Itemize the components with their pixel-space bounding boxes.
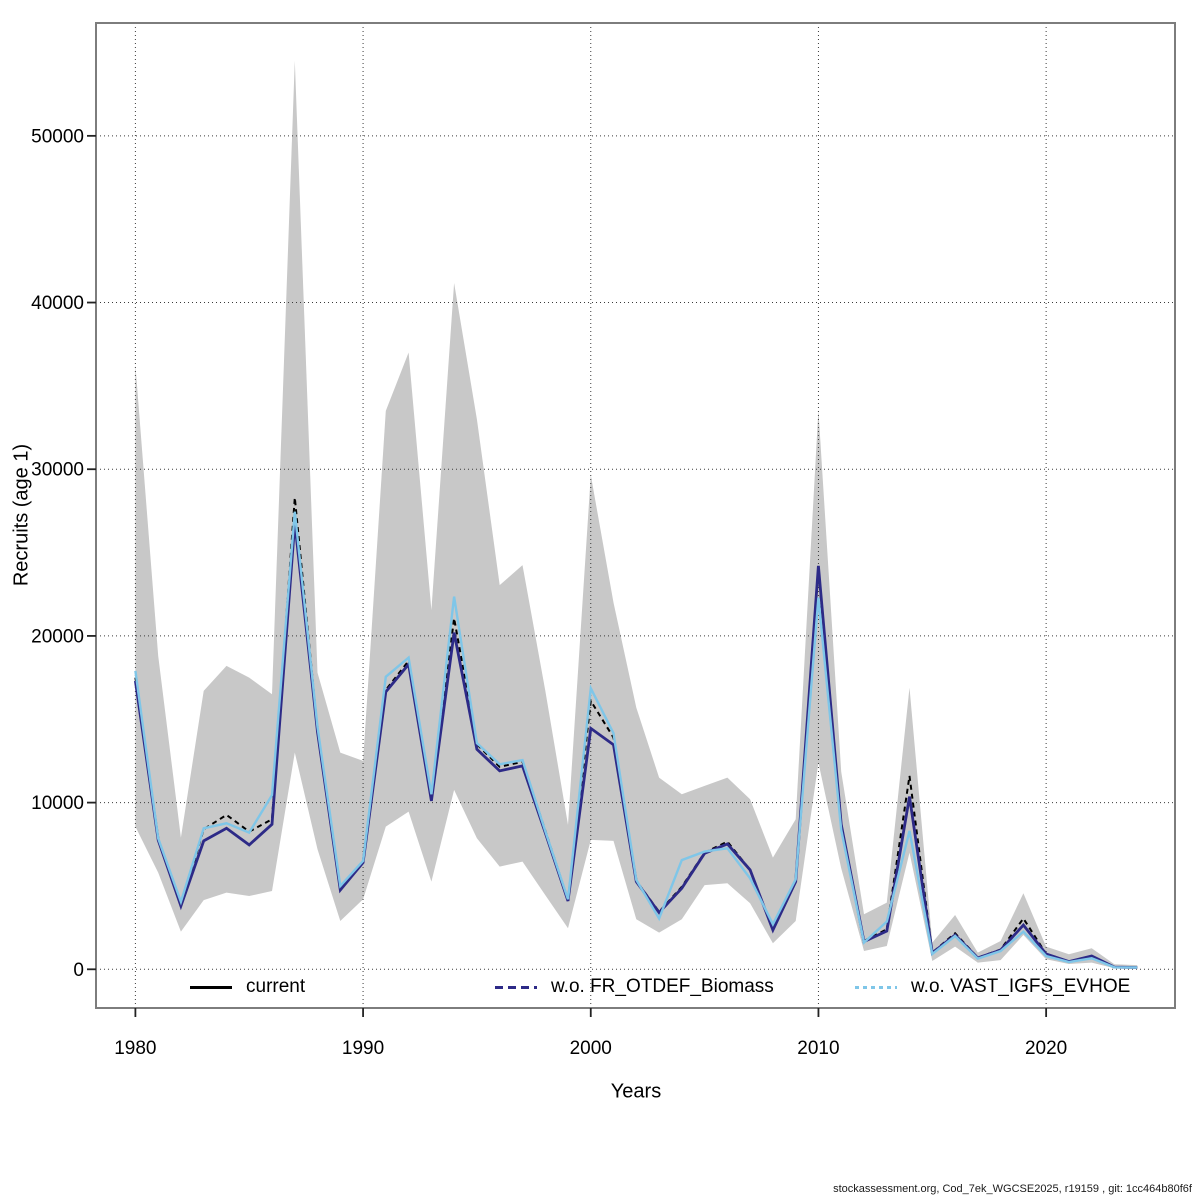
y-tick-label: 50000 (31, 126, 84, 147)
x-axis-title: Years (610, 1080, 662, 1103)
y-tick-label: 40000 (31, 293, 84, 314)
legend-label-current: current (246, 976, 306, 997)
legend-item-vast-igfs-evhoe: w.o. VAST_IGFS_EVHOE (855, 974, 1130, 1000)
legend-item-fr-otdef-biomass: w.o. FR_OTDEF_Biomass (495, 974, 774, 1000)
source-footnote: stockassessment.org, Cod_7ek_WGCSE2025, … (833, 1183, 1192, 1195)
x-tick-label: 1990 (342, 1038, 384, 1059)
confidence-band (135, 60, 1138, 969)
y-tick-label: 30000 (31, 460, 84, 481)
legend-line-sample-fr-otdef-biomass (495, 985, 537, 989)
plot-border (95, 22, 1176, 1009)
y-tick-label: 20000 (31, 626, 84, 647)
x-tick-label: 2010 (797, 1038, 839, 1059)
legend-label-vast-igfs-evhoe: w.o. VAST_IGFS_EVHOE (911, 976, 1131, 997)
y-axis-title: Recruits (age 1) (10, 443, 33, 587)
y-tick-label: 0 (73, 960, 84, 981)
x-tick-label: 1980 (114, 1038, 156, 1059)
legend-line-sample-current (190, 985, 232, 989)
legend-label-fr-otdef-biomass: w.o. FR_OTDEF_Biomass (551, 976, 774, 997)
legend-line-sample-vast-igfs-evhoe (855, 985, 897, 989)
series-line-w-o-vast-igfs-evhoe (134, 511, 1138, 969)
x-tick-label: 2000 (570, 1038, 612, 1059)
x-tick-label: 2020 (1025, 1038, 1067, 1059)
legend-item-current: current (190, 974, 305, 1000)
y-tick-label: 10000 (31, 793, 84, 814)
